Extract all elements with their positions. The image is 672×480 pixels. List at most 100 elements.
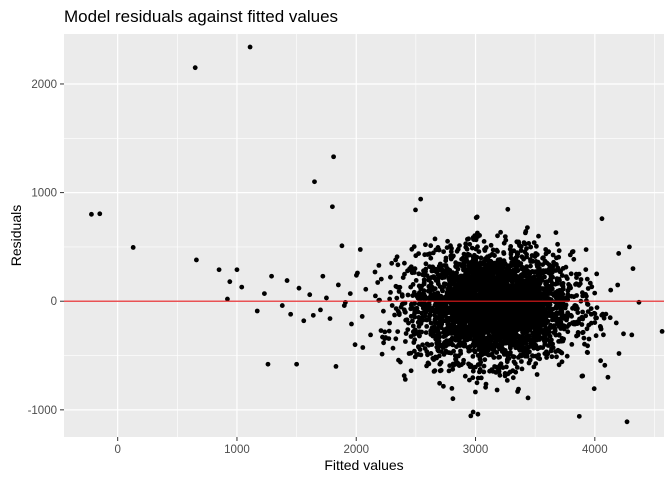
scatter-point: [532, 254, 538, 259]
scatter-point: [482, 314, 487, 319]
scatter-point: [624, 419, 630, 425]
scatter-point: [495, 301, 501, 307]
scatter-point: [464, 258, 470, 263]
scatter-point: [427, 312, 433, 318]
scatter-point: [514, 282, 520, 288]
scatter-point: [507, 332, 513, 338]
scatter-point: [465, 327, 470, 333]
scatter-point: [216, 267, 222, 273]
scatter-point: [393, 336, 399, 342]
scatter-point: [554, 354, 559, 360]
scatter-point: [239, 284, 245, 290]
scatter-point: [461, 325, 466, 331]
scatter-point: [225, 296, 230, 302]
scatter-point: [515, 389, 520, 394]
scatter-point: [527, 297, 532, 303]
scatter-point: [513, 342, 519, 348]
scatter-point: [491, 302, 496, 308]
scatter-point: [320, 273, 326, 279]
scatter-point: [565, 324, 570, 329]
scatter-point: [451, 362, 457, 368]
scatter-point: [569, 293, 574, 299]
scatter-point: [279, 303, 285, 308]
scatter-point: [441, 383, 446, 389]
scatter-points: [89, 44, 665, 425]
scatter-point: [301, 318, 307, 324]
scatter-point: [429, 325, 435, 331]
scatter-point: [460, 273, 465, 279]
scatter-point: [415, 320, 421, 325]
scatter-point: [452, 292, 458, 297]
scatter-point: [265, 361, 271, 367]
scatter-point: [485, 254, 490, 260]
scatter-point: [592, 290, 598, 296]
scatter-point: [564, 313, 570, 319]
scatter-point: [494, 387, 500, 393]
scatter-point: [521, 240, 527, 246]
scatter-point: [453, 273, 459, 278]
scatter-point: [486, 259, 492, 264]
scatter-point: [552, 299, 558, 305]
scatter-point: [465, 236, 470, 242]
scatter-point: [318, 307, 323, 313]
scatter-point: [425, 352, 430, 358]
scatter-point: [434, 306, 440, 312]
scatter-point: [538, 310, 543, 316]
scatter-point: [410, 318, 415, 324]
scatter-point: [376, 262, 382, 268]
scatter-point: [505, 353, 511, 359]
scatter-point: [474, 214, 480, 220]
scatter-point: [413, 253, 419, 259]
scatter-point: [288, 311, 294, 317]
scatter-point: [425, 307, 430, 313]
scatter-point: [393, 257, 399, 263]
scatter-point: [462, 320, 468, 326]
scatter-point: [412, 266, 418, 272]
scatter-point: [329, 204, 335, 210]
scatter-point: [395, 329, 401, 334]
scatter-point: [556, 339, 561, 344]
scatter-point: [470, 319, 475, 324]
scatter-point: [475, 375, 481, 381]
scatter-point: [426, 277, 431, 283]
scatter-point: [478, 255, 484, 261]
scatter-point: [492, 253, 497, 258]
scatter-point: [514, 288, 520, 293]
scatter-point: [467, 252, 472, 258]
scatter-point: [562, 305, 568, 311]
scatter-point: [505, 263, 511, 269]
scatter-point: [516, 239, 521, 245]
scatter-point: [424, 324, 430, 329]
scatter-point: [446, 324, 451, 330]
scatter-point: [376, 297, 382, 303]
scatter-point: [636, 299, 642, 305]
scatter-point: [518, 353, 524, 359]
scatter-point: [475, 269, 481, 275]
y-axis-ticks: -1000 0 1000 2000: [28, 79, 64, 417]
scatter-point: [473, 309, 479, 314]
scatter-point: [491, 307, 497, 313]
scatter-point: [510, 354, 516, 359]
scatter-point: [455, 325, 461, 331]
scatter-point: [456, 261, 461, 267]
scatter-point: [514, 250, 520, 256]
scatter-point: [523, 229, 529, 234]
scatter-point: [485, 346, 491, 352]
scatter-point: [339, 243, 345, 249]
scatter-point: [551, 323, 557, 329]
scatter-point: [531, 337, 537, 343]
scatter-point: [523, 273, 528, 279]
scatter-point: [591, 386, 597, 392]
scatter-point: [446, 350, 452, 356]
scatter-point: [455, 288, 461, 294]
scatter-point: [435, 272, 441, 278]
scatter-point: [555, 241, 560, 247]
scatter-point: [568, 271, 574, 277]
scatter-point: [439, 275, 445, 281]
scatter-point: [469, 261, 475, 266]
scatter-point: [428, 255, 434, 261]
scatter-point: [531, 345, 537, 351]
scatter-point: [588, 311, 594, 317]
scatter-point: [440, 342, 446, 348]
scatter-point: [492, 312, 498, 318]
